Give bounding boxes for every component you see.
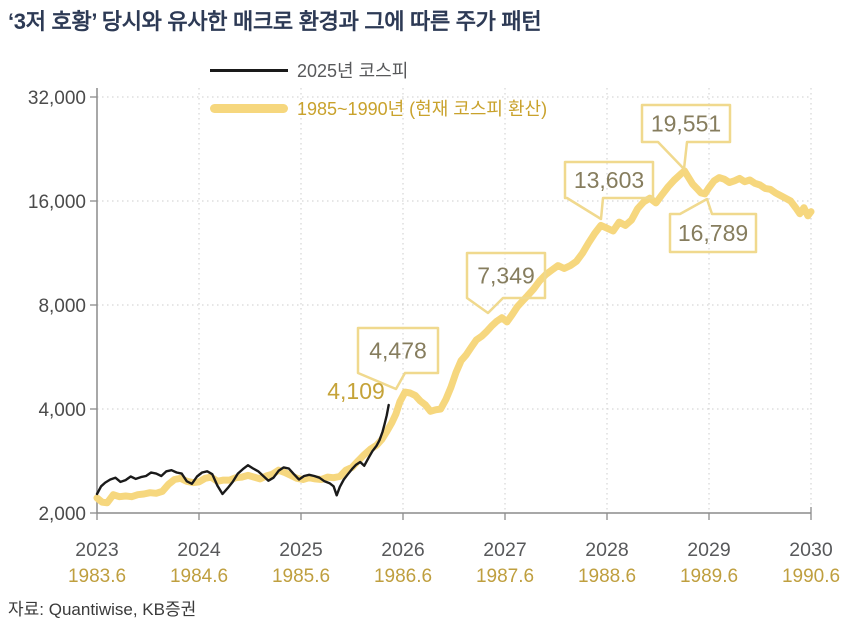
x-axis-label-historical-year: 1988.6 <box>578 566 636 587</box>
x-axis-label-year: 2029 <box>687 539 730 561</box>
series-line-1985-1990 <box>93 167 815 507</box>
x-axis-label-year: 2030 <box>789 539 833 561</box>
x-axis-label-historical-year: 1986.6 <box>374 566 432 587</box>
annotation-callout-value: 13,603 <box>574 167 644 193</box>
x-axis-label-year: 2023 <box>75 539 118 561</box>
y-axis-label: 32,000 <box>28 88 86 109</box>
y-axis-label: 16,000 <box>28 192 86 213</box>
x-axis-label-historical-year: 1990.6 <box>782 566 840 587</box>
legend-label-2025-kospi: 2025년 코스피 <box>297 61 409 81</box>
legend-item-2025-kospi: 2025년 코스피 <box>210 60 547 81</box>
annotation-callout-value: 16,789 <box>678 220 748 246</box>
x-axis-label-historical-year: 1983.6 <box>68 566 126 587</box>
y-axis-label: 8,000 <box>38 296 86 317</box>
annotation-value: 4,109 <box>327 378 385 404</box>
annotation-callout <box>356 326 440 391</box>
legend-line-yellow-swatch <box>210 103 288 113</box>
chart-legend: 2025년 코스피 1985~1990년 (현재 코스피 환산) <box>210 60 547 136</box>
annotation-callout-value: 7,349 <box>477 263 535 289</box>
annotation-callout <box>563 160 655 221</box>
annotation-callout-value: 19,551 <box>651 111 721 137</box>
x-axis-label-historical-year: 1987.6 <box>476 566 534 587</box>
page-title: ‘3저 호황’ 당시와 유사한 매크로 환경과 그에 따른 주가 패턴 <box>8 9 542 34</box>
x-axis-label-year: 2027 <box>483 539 526 561</box>
x-axis-label-year: 2026 <box>381 539 424 561</box>
x-axis-label-historical-year: 1985.6 <box>272 566 330 587</box>
y-axis-label: 4,000 <box>38 400 86 421</box>
annotation-callout <box>465 251 547 315</box>
annotation-callout <box>668 197 758 254</box>
x-axis-label-year: 2025 <box>279 539 323 561</box>
y-axis-label: 2,000 <box>38 504 86 525</box>
x-axis-label-historical-year: 1989.6 <box>680 566 738 587</box>
source-note: 자료: Quantiwise, KB증권 <box>8 600 197 619</box>
x-axis-label-year: 2024 <box>177 539 221 561</box>
x-axis-label-historical-year: 1984.6 <box>170 566 228 587</box>
legend-item-1985-1990: 1985~1990년 (현재 코스피 환산) <box>210 98 548 119</box>
annotation-callout <box>640 103 732 171</box>
legend-line-black-swatch <box>210 68 288 72</box>
annotation-callout-value: 4,478 <box>369 338 427 364</box>
series-line-2025-kospi <box>95 403 390 497</box>
x-axis-label-year: 2028 <box>585 539 628 561</box>
legend-label-1985-1990: 1985~1990년 (현재 코스피 환산) <box>297 99 548 119</box>
